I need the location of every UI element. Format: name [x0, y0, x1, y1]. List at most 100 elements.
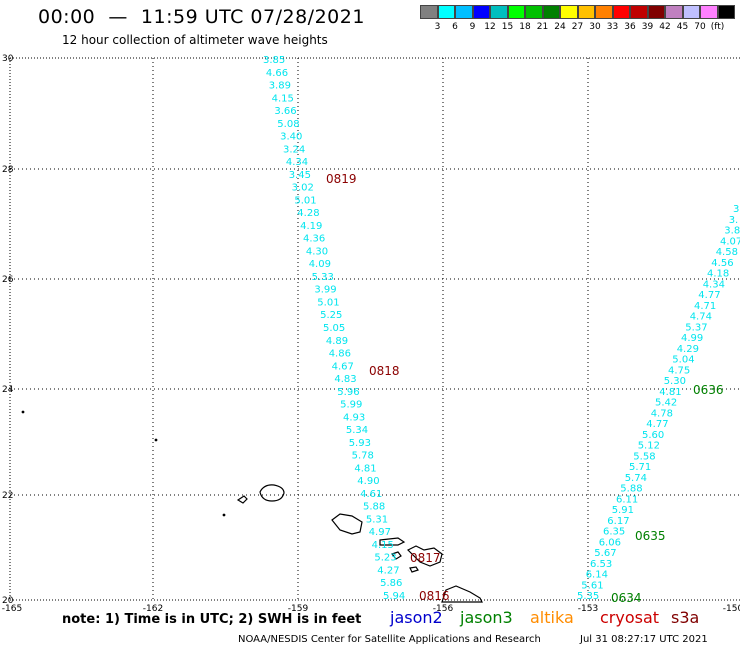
- swh-value: 5.33: [312, 272, 334, 283]
- swh-value: 3.24: [283, 144, 305, 155]
- swh-value: 4.74: [690, 312, 712, 323]
- swh-value: 5.30: [664, 376, 686, 387]
- swh-value: 3.02: [292, 183, 314, 194]
- swh-value: 4.81: [659, 387, 681, 398]
- lon-label: -162: [143, 604, 163, 614]
- swh-value: 5.58: [633, 451, 655, 462]
- time-label-0635: 0635: [635, 529, 666, 543]
- swh-value: 5.05: [323, 323, 345, 334]
- swh-value: 4.61: [360, 489, 382, 500]
- swh-value: 4.89: [326, 336, 348, 347]
- lon-label: -153: [578, 604, 598, 614]
- swh-value: 5.71: [629, 462, 651, 473]
- mission-jason2: jason2: [390, 608, 443, 627]
- colorbar-label: 27: [571, 22, 584, 32]
- swh-value: 4.19: [300, 221, 322, 232]
- colorbar-label: 9: [469, 22, 476, 32]
- swh-value: 3.85: [263, 55, 285, 66]
- kahoolawe-island: [409, 566, 419, 573]
- colorbar-swatch: [437, 5, 455, 19]
- swh-value: 4.07: [720, 236, 740, 247]
- altimeter-track-west: 3.854.663.894.153.665.083.403.244.343.45…: [263, 55, 405, 602]
- swh-value: 4.09: [309, 259, 331, 270]
- colorbar-label: 33: [606, 22, 619, 32]
- lat-label: 24: [2, 385, 14, 395]
- mission-jason3: jason3: [460, 608, 513, 627]
- mission-s3a: s3a: [671, 608, 700, 627]
- swh-value: 6.06: [599, 537, 621, 548]
- credit-text: NOAA/NESDIS Center for Satellite Applica…: [238, 634, 541, 645]
- swh-value: 5.88: [620, 484, 642, 495]
- colorbar-label: 42: [659, 22, 671, 32]
- colorbar-label: 18: [519, 22, 531, 32]
- map-title: 00:00 — 11:59 UTC 07/28/2021: [38, 6, 365, 28]
- colorbar-label: 36: [624, 22, 636, 32]
- swh-value: 4.28: [297, 208, 319, 219]
- swh-value: 4.66: [266, 68, 288, 79]
- swh-value: 5.42: [655, 398, 677, 409]
- lat-label: 26: [2, 275, 14, 285]
- kauai-island: [259, 484, 285, 502]
- swh-value: 3.45: [289, 170, 311, 181]
- swh-value: 5.31: [366, 514, 388, 525]
- colorbar-swatch: [630, 5, 648, 19]
- swh-value: 5.88: [363, 502, 385, 513]
- plot-frame: [9, 57, 740, 601]
- colorbar-label: 39: [641, 22, 654, 32]
- colorbar-swatch: [455, 5, 473, 19]
- colorbar-swatch: [542, 5, 560, 19]
- islet-dot: [21, 410, 25, 414]
- swh-value: 5.12: [638, 441, 660, 452]
- swh-value: 4.90: [357, 476, 379, 487]
- swh-value: 4.97: [369, 527, 391, 538]
- lon-label: -156: [433, 604, 454, 614]
- swh-value: 5.67: [594, 548, 616, 559]
- longitude-labels: -165 -162 -159 -156 -153 -150: [2, 604, 740, 614]
- generated-timestamp: Jul 31 08:27:17 UTC 2021: [580, 634, 708, 645]
- colorbar-label: 3: [434, 22, 441, 32]
- footer-note: note: 1) Time is in UTC; 2) SWH is in fe…: [62, 612, 362, 627]
- colorbar-label: 70: [694, 22, 706, 32]
- mission-cryosat: cryosat: [600, 608, 660, 627]
- swh-value: 4.56: [711, 258, 733, 269]
- niihau-island: [236, 495, 248, 504]
- colorbar-label: 15: [501, 22, 514, 32]
- lanai-island: [390, 551, 402, 560]
- swh-value: 4.77: [646, 419, 668, 430]
- swh-value: 6.53: [590, 559, 612, 570]
- islet-dot: [222, 513, 226, 517]
- track-time-labels: 0819 0818 0817 0816 0634 0635 0636: [326, 172, 724, 605]
- map-gridlines: [10, 58, 740, 600]
- lat-label: 30: [2, 54, 14, 64]
- swh-value: 4.75: [668, 365, 690, 376]
- swh-value: 5.04: [672, 355, 694, 366]
- lon-label: -165: [2, 604, 22, 614]
- lat-label: 22: [2, 491, 13, 501]
- swh-value: 3.86: [724, 226, 740, 237]
- swh-value: 4.34: [286, 157, 308, 168]
- colorbar-swatch: [560, 5, 578, 19]
- swh-value: 4.27: [377, 566, 399, 577]
- swh-value: 5.01: [294, 195, 316, 206]
- time-label-0819: 0819: [326, 172, 357, 186]
- altimeter-track-east: 5.355.616.146.535.676.066.356.175.916.11…: [577, 204, 740, 602]
- swh-value: 4.34: [703, 279, 725, 290]
- swh-value: 5.08: [277, 119, 299, 130]
- time-label-0818: 0818: [369, 364, 400, 378]
- colorbar-swatch: [595, 5, 613, 19]
- colorbar-label: 24: [554, 22, 566, 32]
- swh-value: 6.35: [603, 527, 625, 538]
- islet-dot: [154, 438, 158, 442]
- swh-value: 4.81: [354, 463, 376, 474]
- swh-value: 3.40: [280, 132, 302, 143]
- colorbar-swatch: [525, 5, 543, 19]
- colorbar-swatch: [577, 5, 595, 19]
- colorbar-swatch: [700, 5, 718, 19]
- swh-value: 5.35: [577, 591, 599, 602]
- colorbar-swatch: [717, 5, 735, 19]
- swh-value: 3.89: [269, 81, 291, 92]
- colorbar-swatch: [612, 5, 630, 19]
- swh-value: 4.15: [372, 540, 394, 551]
- swh-value: 5.94: [383, 591, 405, 602]
- swh-value: 5.74: [625, 473, 647, 484]
